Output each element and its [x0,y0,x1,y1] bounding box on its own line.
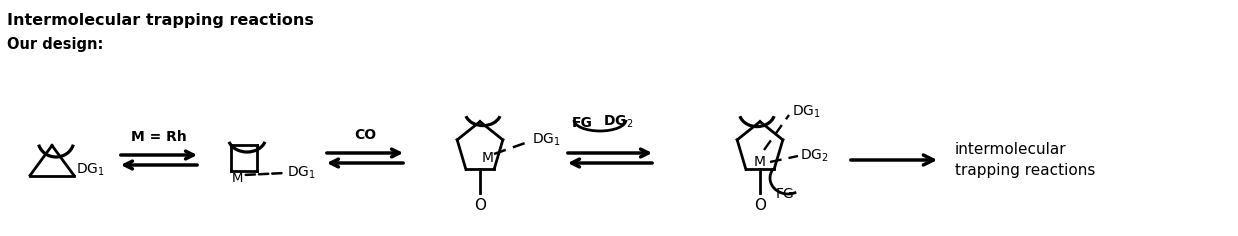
Text: FG: FG [776,187,795,201]
Text: CO: CO [354,128,376,142]
Text: M: M [232,172,244,185]
Text: DG$_1$: DG$_1$ [76,162,105,178]
Text: DG$_1$: DG$_1$ [532,132,561,148]
Text: Our design:: Our design: [7,37,104,52]
Text: M = Rh: M = Rh [131,130,187,144]
Text: DG$_1$: DG$_1$ [287,165,316,181]
Text: O: O [474,198,487,213]
Text: DG$_2$: DG$_2$ [800,148,828,164]
Text: intermolecular
trapping reactions: intermolecular trapping reactions [954,142,1096,178]
Text: DG$_1$: DG$_1$ [792,104,821,120]
Text: DG$_2$: DG$_2$ [603,114,633,130]
Text: Intermolecular trapping reactions: Intermolecular trapping reactions [7,13,314,28]
Text: M: M [754,155,766,169]
Text: O: O [754,198,766,213]
Text: FG: FG [572,116,593,130]
Text: M: M [482,151,494,165]
